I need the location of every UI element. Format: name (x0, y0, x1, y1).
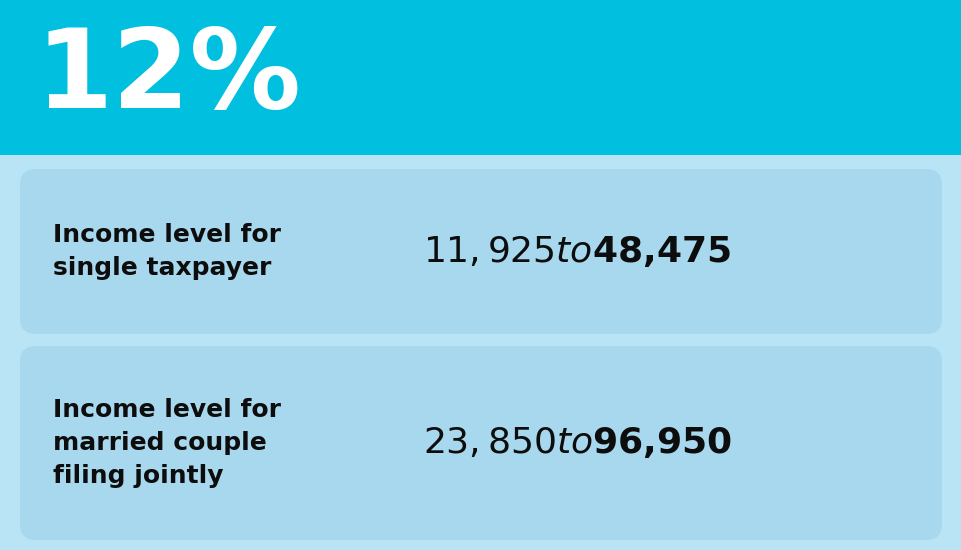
FancyBboxPatch shape (20, 346, 941, 540)
Text: Income level for
married couple
filing jointly: Income level for married couple filing j… (53, 398, 281, 487)
Text: 12%: 12% (36, 24, 302, 131)
FancyBboxPatch shape (20, 169, 941, 334)
Text: Income level for
single taxpayer: Income level for single taxpayer (53, 223, 281, 280)
Text: $11,925 to $48,475: $11,925 to $48,475 (423, 234, 730, 269)
Text: $23,850 to $96,950: $23,850 to $96,950 (423, 426, 732, 460)
Bar (0, 0, 961, 155)
